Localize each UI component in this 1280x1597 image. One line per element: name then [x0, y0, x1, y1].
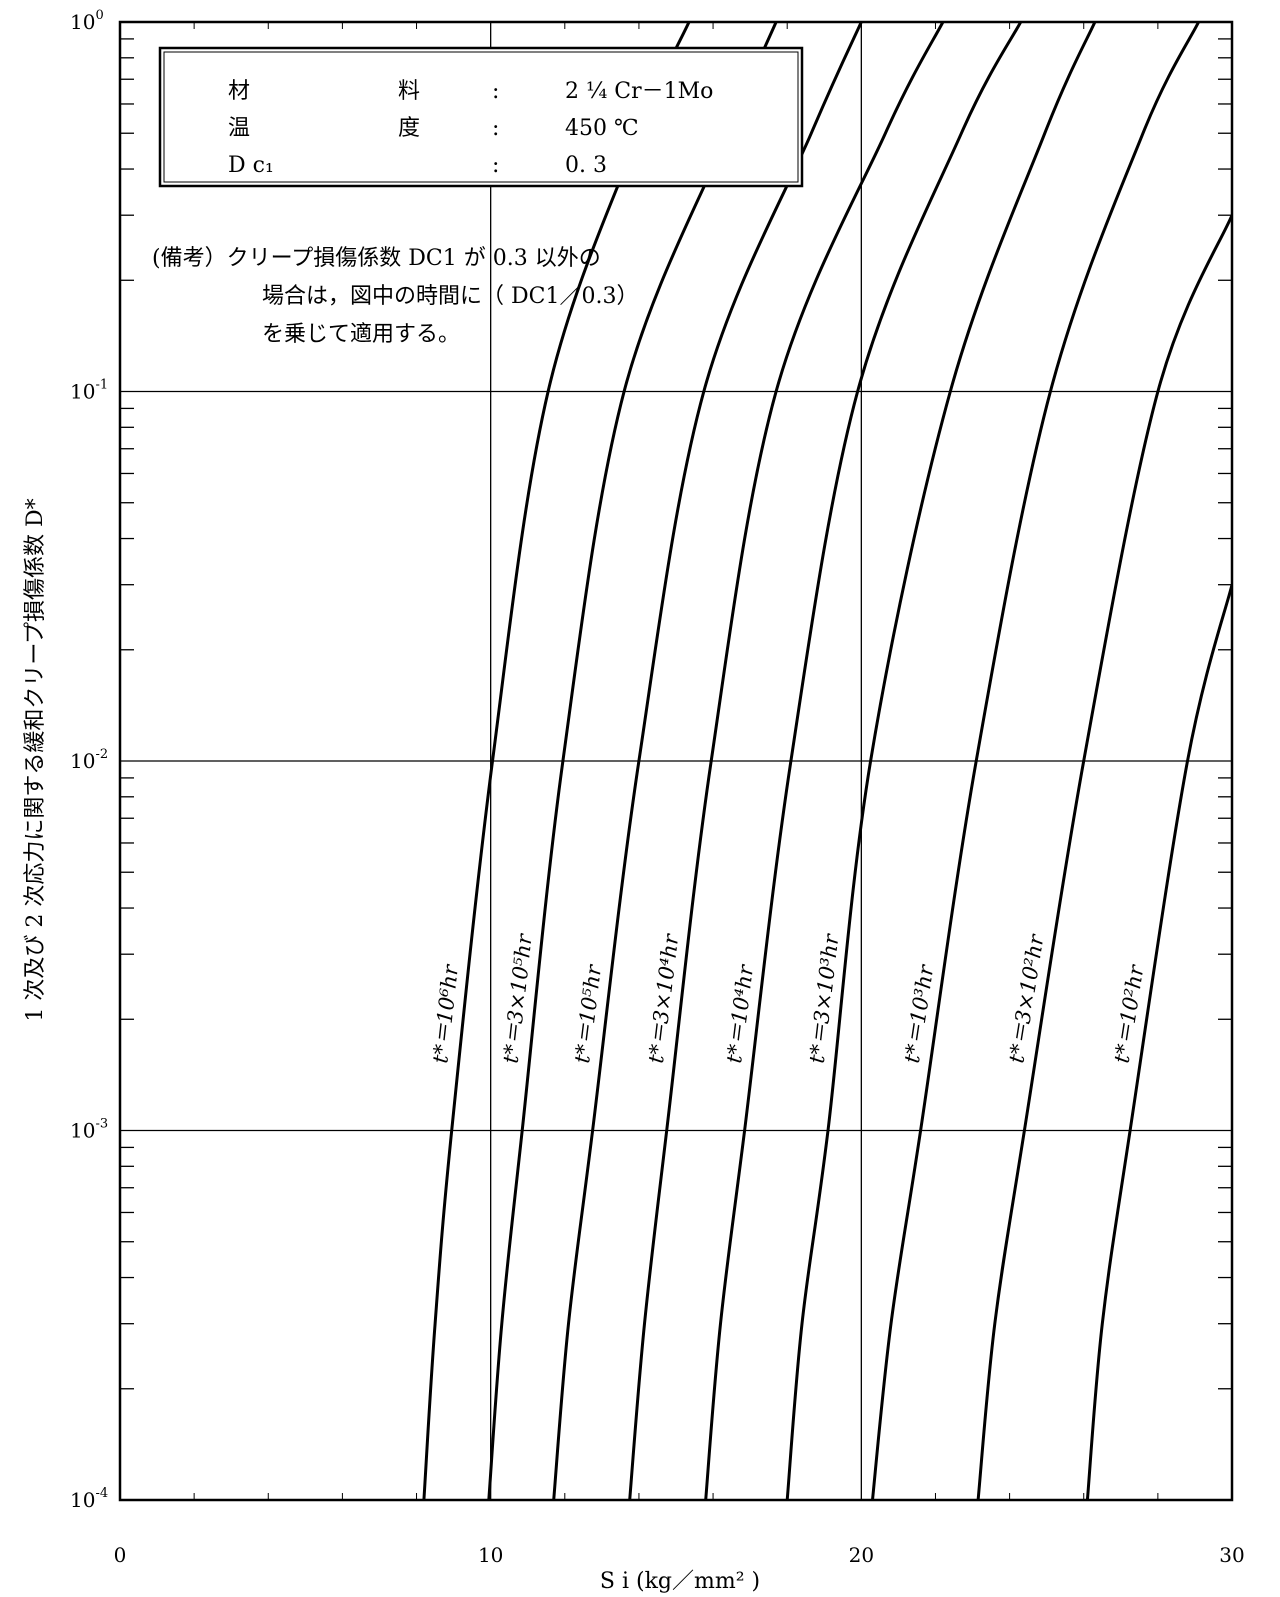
y-tick-label: 10-3 [70, 1117, 108, 1143]
series-curve [871, 22, 1200, 1500]
info-label: D c₁ [228, 153, 274, 178]
note-line-3: を乗じて適用する。 [262, 322, 460, 347]
info-label: 温 [228, 116, 250, 141]
x-tick-label: 10 [478, 1543, 503, 1567]
info-label: 材 [228, 79, 250, 104]
x-axis-title: S i (kg／mm² ) [600, 1569, 760, 1594]
info-box: 材 料: 2 ¼ Cr－1Mo 温 度: 450 ℃ D c₁: 0. 3 [158, 46, 804, 188]
y-axis-title: 1 次及び 2 次応力に関する緩和クリープ損傷係数 D* [23, 498, 48, 1021]
info-separator: : [492, 79, 499, 104]
grid-layer [120, 22, 1232, 1500]
x-tick-label: 20 [849, 1543, 874, 1567]
y-tick-exponent: 0 [95, 8, 103, 23]
y-tick-exponent: -4 [95, 1486, 108, 1501]
info-value: 2 ¼ Cr－1Mo [565, 79, 713, 104]
y-tick-label: 10-2 [70, 747, 108, 773]
series-curve [1085, 584, 1232, 1500]
x-tick-label: 0 [114, 1543, 127, 1567]
info-value: 0. 3 [565, 153, 607, 178]
plot-frame [118, 20, 1234, 1502]
y-tick-exponent: -2 [95, 747, 108, 762]
y-tick-label: 100 [70, 8, 104, 34]
x-tick-label: 30 [1219, 1543, 1244, 1567]
y-tick-exponent: -3 [95, 1117, 108, 1132]
note: (備考）クリープ損傷係数 DC1 が 0.3 以外の 場合は，図中の時間に（ D… [152, 246, 638, 347]
info-separator: : [492, 153, 499, 178]
y-tick-exponent: -1 [95, 378, 108, 393]
info-box-inner-frame [163, 51, 799, 183]
series-curve [628, 22, 945, 1500]
info-rows: 材 料: 2 ¼ Cr－1Mo 温 度: 450 ℃ D c₁: 0. 3 [228, 79, 713, 178]
y-tick-label: 10-1 [70, 378, 108, 404]
info-separator: : [492, 116, 499, 141]
y-tick-label: 10-4 [70, 1486, 108, 1512]
info-label-2: 度 [398, 116, 420, 141]
series-curve [704, 22, 1023, 1500]
note-line-1: (備考）クリープ損傷係数 DC1 が 0.3 以外の [152, 246, 601, 271]
series-curve [976, 214, 1232, 1500]
series-label: t*＝10⁶hr [428, 962, 463, 1065]
info-box-frame [158, 46, 804, 188]
note-line-2: 場合は，図中の時間に（ DC1／0.3） [262, 284, 638, 309]
info-label-2: 料 [398, 79, 420, 104]
curve-layer [422, 22, 1232, 1500]
series-label: t*＝3×10²hr [1004, 931, 1049, 1065]
series-curve [785, 22, 1097, 1500]
info-value: 450 ℃ [565, 116, 639, 141]
